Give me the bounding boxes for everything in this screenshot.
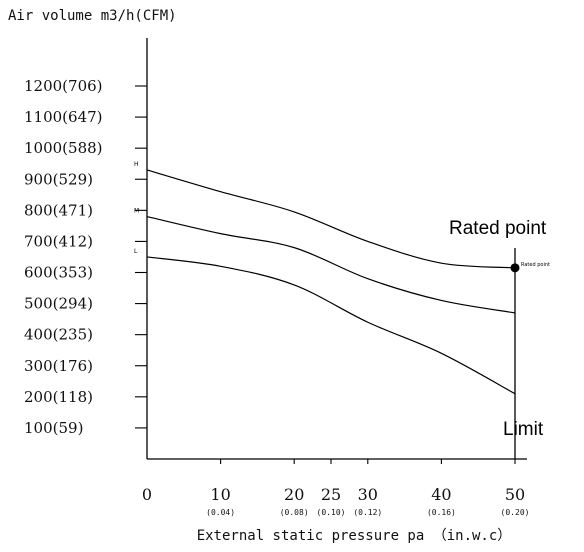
y-tick-label: 900(529) xyxy=(24,170,93,188)
x-axis-ticks: 0 10 (0.04) 20 (0.08) 25 (0.10) 30 (0.12) 40 (0.16… xyxy=(142,459,530,517)
y-tick-label: 500(294) xyxy=(24,295,93,313)
y-tick-label: 1100(647) xyxy=(24,108,103,126)
curve-m xyxy=(146,215,516,314)
x-tick-label: 20 xyxy=(284,485,304,504)
y-tick-label: 200(118) xyxy=(24,388,93,406)
x-tick-sublabel: (0.08) xyxy=(280,508,309,517)
x-tick-label: 25 xyxy=(321,485,341,504)
rated-point-marker xyxy=(510,263,520,273)
x-tick-label: 30 xyxy=(358,485,378,504)
x-tick-sublabel: (0.12) xyxy=(353,508,382,517)
x-tick-label: 50 xyxy=(505,485,525,504)
y-axis-ticks: 100(59) 200(118) 300(176) 400(235) 500(294) 6… xyxy=(24,77,147,437)
y-tick-label: 400(235) xyxy=(24,326,93,344)
curve-tag-m: M xyxy=(134,208,139,215)
y-tick-label: 300(176) xyxy=(24,357,93,375)
rated-point-label: Rated point xyxy=(449,218,547,239)
x-tick-label: 40 xyxy=(431,485,451,504)
x-tick-sublabel: (0.04) xyxy=(206,508,235,517)
y-tick-label: 600(353) xyxy=(24,264,93,282)
limit-label: Limit xyxy=(503,419,544,440)
x-tick-sublabel: (0.16) xyxy=(427,508,456,517)
x-axis-title: External static pressure pa （in.w.c） xyxy=(197,528,512,544)
y-axis-title: Air volume m3/h(CFM) xyxy=(8,8,177,24)
y-tick-label: 1000(588) xyxy=(24,139,103,157)
x-tick-sublabel: (0.10) xyxy=(317,508,346,517)
x-tick-label: 10 xyxy=(210,485,230,504)
y-tick-label: 800(471) xyxy=(24,201,93,219)
curve-tag-l: L xyxy=(134,248,138,255)
curve-h xyxy=(146,169,516,269)
curve-l xyxy=(146,256,516,395)
x-tick-sublabel: (0.20) xyxy=(501,508,530,517)
y-tick-label: 700(412) xyxy=(24,232,93,250)
curve-tag-h: H xyxy=(134,161,139,168)
performance-curves: H M L xyxy=(134,161,516,395)
y-tick-label: 100(59) xyxy=(24,419,83,437)
rated-point-small-label: Rated point xyxy=(521,262,550,268)
x-tick-label: 0 xyxy=(142,485,152,504)
y-tick-label: 1200(706) xyxy=(24,77,103,95)
